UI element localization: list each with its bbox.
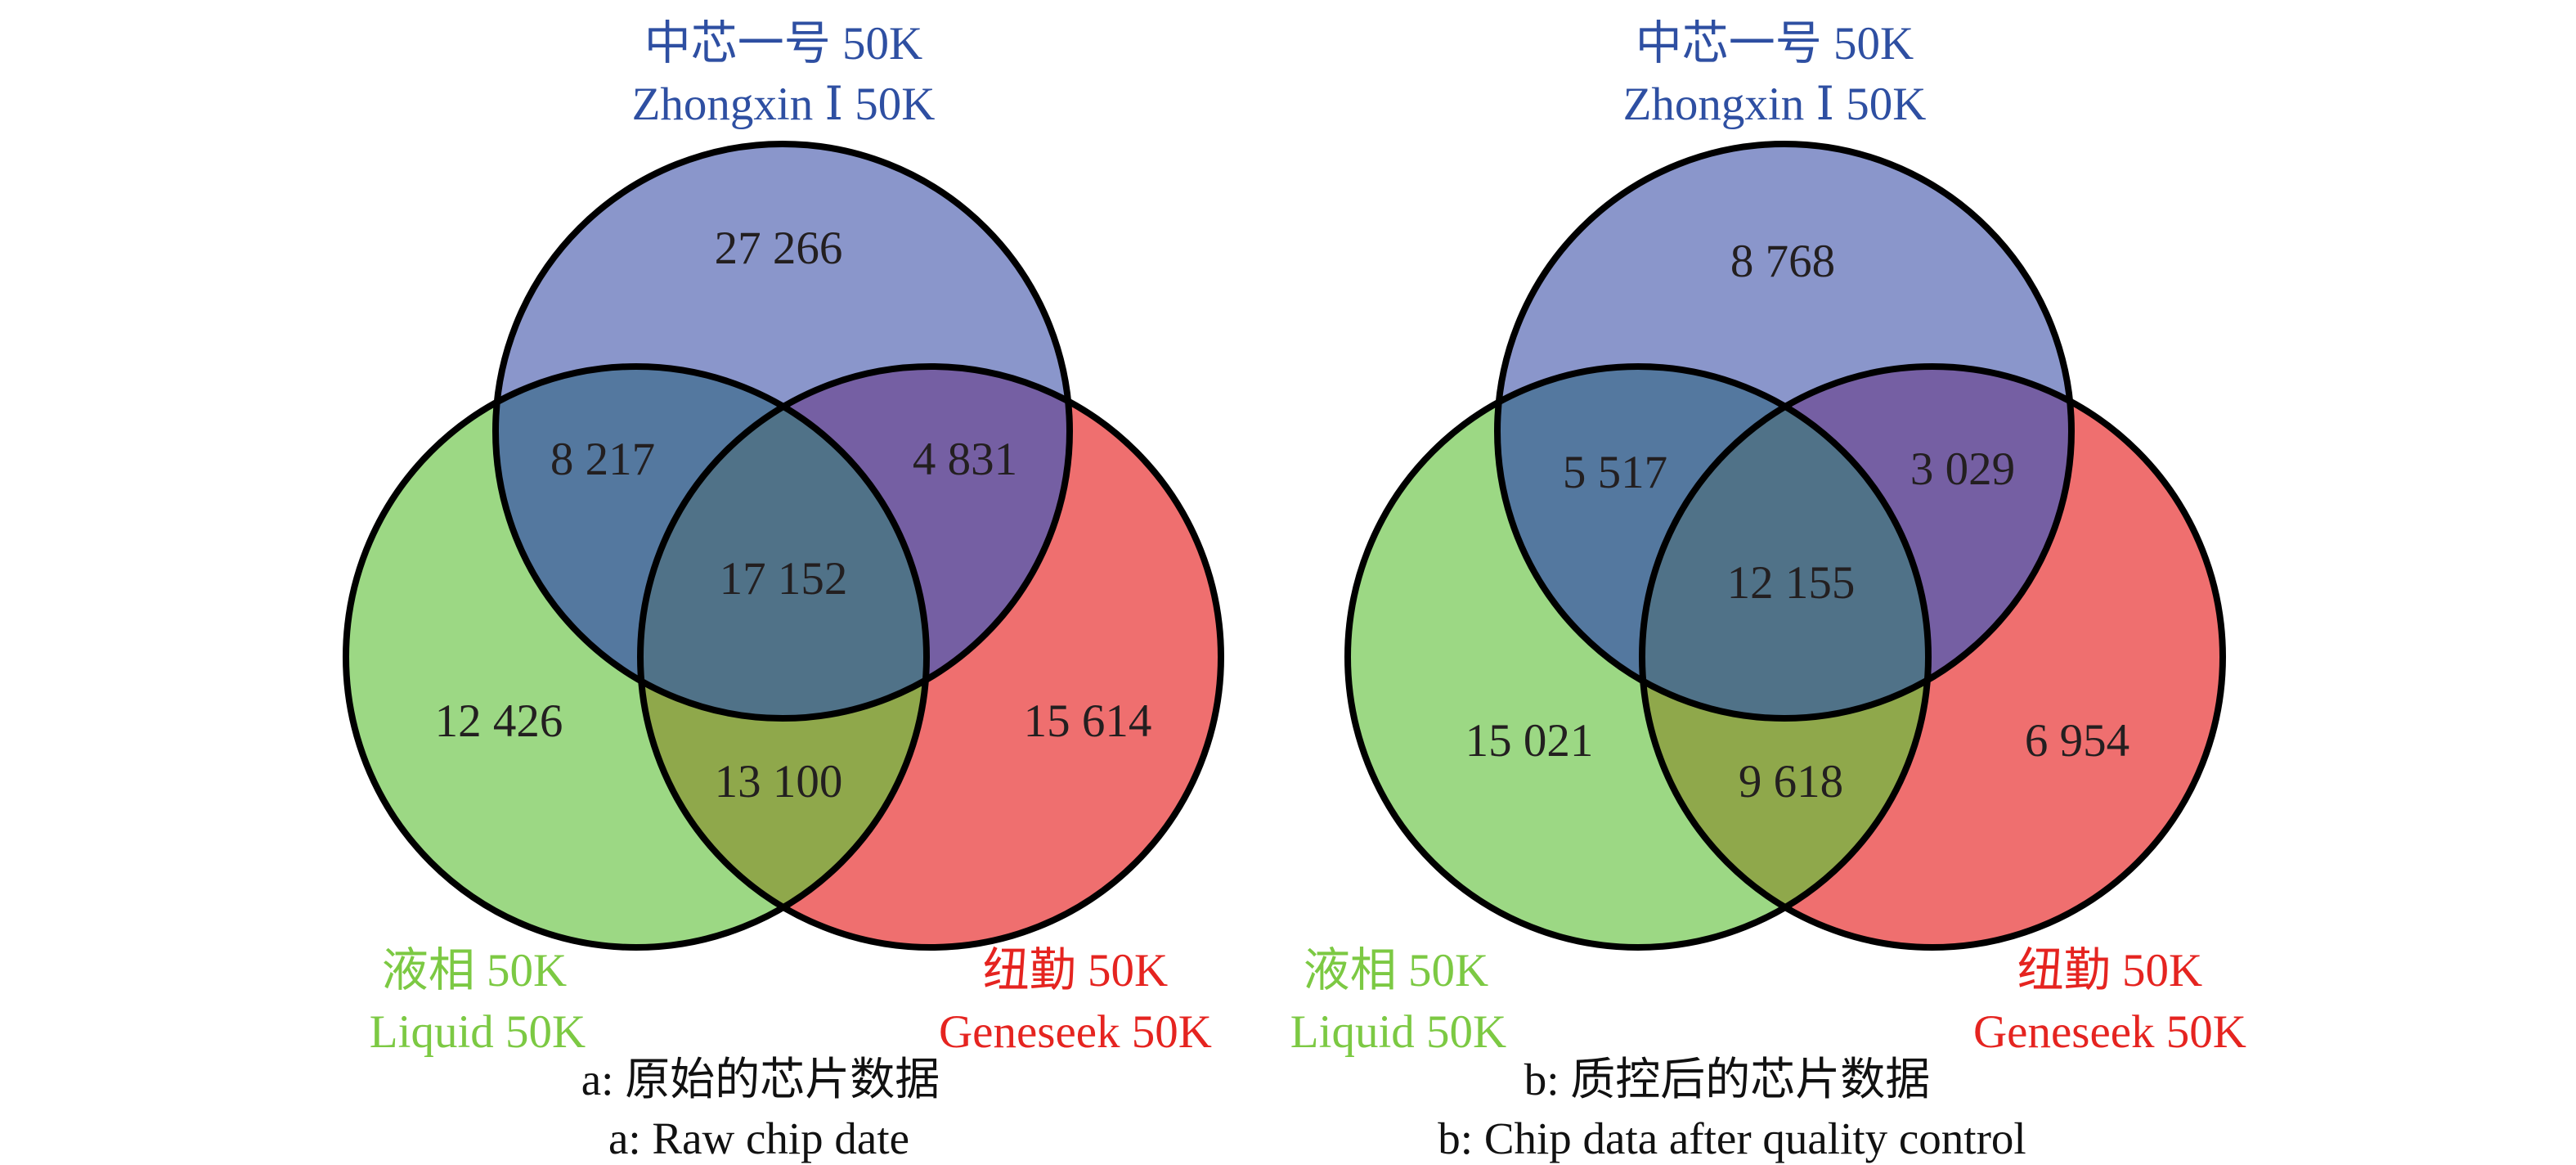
panel-a-liquid-label-zh: 液相 50K [382,945,567,996]
panel-a-geneseek-label-en: Geneseek 50K [939,1006,1212,1058]
panel-a-value-all-three: 17 152 [720,553,848,605]
panel-a-zhongxin-outline [492,141,1073,722]
panel-a-caption-zh: a: 原始的芯片数据 [581,1055,940,1104]
panel-b-value-liquid-only: 15 021 [1465,715,1594,767]
panel-a-value-zhongxin-geneseek: 4 831 [913,434,1017,485]
panel-b-value-zhongxin-liquid: 5 517 [1563,447,1667,498]
panel-b-green-overlaps [1642,367,1928,947]
panel-a-zhongxin-label-en: Zhongxin Ⅰ 50K [632,79,936,130]
panel-b-value-liquid-geneseek: 9 618 [1739,756,1843,807]
panel-a-value-liquid-geneseek: 13 100 [715,756,843,807]
panel-b-value-zhongxin-geneseek: 3 029 [1910,443,2015,495]
panel-a-value-zhongxin-only: 27 266 [715,223,843,274]
panel-b-zhongxin-label-en: Zhongxin Ⅰ 50K [1623,79,1927,130]
panel-b-triple-region [1642,367,1928,718]
panel-b-value-zhongxin-only: 8 768 [1730,236,1835,287]
panel-a-triple-region [640,367,927,718]
panel-b-zhongxin-outline [1494,141,2075,722]
panel-a-geneseek-outline [637,363,1224,951]
panel-a-value-zhongxin-liquid: 8 217 [550,434,655,485]
panel-b-liquid-outline [1344,363,1932,951]
panel-a-caption-en: a: Raw chip date [608,1113,909,1163]
panel-b-value-all-three: 12 155 [1727,557,1856,609]
panel-a-value-liquid-only: 12 426 [435,695,563,747]
panel-a: 中芯一号 50K Zhongxin Ⅰ 50K 液相 50K Liquid 50… [343,18,1224,1163]
panel-b: 中芯一号 50K Zhongxin Ⅰ 50K 液相 50K Liquid 50… [1290,18,2246,1163]
panel-b-liquid-label-en: Liquid 50K [1290,1006,1506,1058]
panel-b-caption-en: b: Chip data after quality control [1438,1113,2026,1163]
panel-b-liquid-label-zh: 液相 50K [1304,945,1488,996]
panel-a-zhongxin-label-zh: 中芯一号 50K [644,18,922,70]
panel-a-geneseek-label-zh: 纽勤 50K [983,945,1168,996]
panel-a-value-geneseek-only: 15 614 [1024,695,1152,747]
panel-b-zhongxin-label-zh: 中芯一号 50K [1636,18,1914,70]
panel-a-green-overlaps [640,367,927,947]
panel-b-caption-zh: b: 质控后的芯片数据 [1524,1055,1931,1104]
panel-b-geneseek-label-en: Geneseek 50K [1973,1006,2246,1058]
panel-b-geneseek-label-zh: 纽勤 50K [2017,945,2202,996]
panel-a-liquid-outline [343,363,930,951]
panel-b-value-geneseek-only: 6 954 [2025,715,2129,767]
panel-a-liquid-label-en: Liquid 50K [370,1006,586,1058]
panel-b-geneseek-outline [1639,363,2226,951]
